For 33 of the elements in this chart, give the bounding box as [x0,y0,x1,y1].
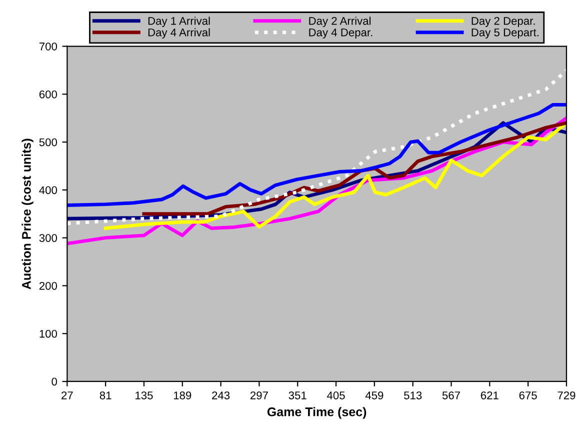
legend-label: Day 4 Arrival [148,28,210,39]
x-tick-label: 405 [327,391,345,400]
y-tick-label: 500 [39,138,58,146]
y-tick-label: 700 [39,42,58,50]
x-tick-label: 513 [404,391,422,400]
y-tick-label: 400 [39,186,58,194]
legend-label: Day 4 Depar. [309,28,372,39]
y-axis-title: Auction Price (cost units) [22,138,34,290]
x-tick-label: 27 [62,391,73,400]
x-tick-label: 621 [480,391,498,400]
x-tick-label: 297 [250,391,268,400]
x-tick-label: 81 [100,391,112,400]
y-tick-label: 0 [52,378,58,386]
legend-label: Day 2 Arrival [309,16,371,28]
line-series [67,68,566,226]
y-tick-label: 300 [39,234,58,242]
x-tick-label: 135 [136,391,153,400]
y-tick-label: 600 [39,90,58,98]
x-tick-label: 351 [288,391,306,400]
x-tick-label: 243 [212,391,230,400]
x-axis-title: Game Time (sec) [267,407,366,419]
y-tick-label: 100 [40,330,58,338]
legend-label: Day 2 Depar. [472,16,535,28]
x-tick-label: 567 [442,391,460,400]
legend-label: Day 5 Depart. [472,28,538,39]
line-series [142,121,566,216]
line-series [67,102,566,207]
x-tick-label: 675 [519,391,537,400]
y-tick-label: 200 [39,282,58,290]
x-tick-label: 189 [174,391,192,400]
legend-label: Day 1 Arrival [148,16,210,28]
x-tick-label: 729 [558,391,576,400]
x-tick-label: 459 [365,391,384,400]
